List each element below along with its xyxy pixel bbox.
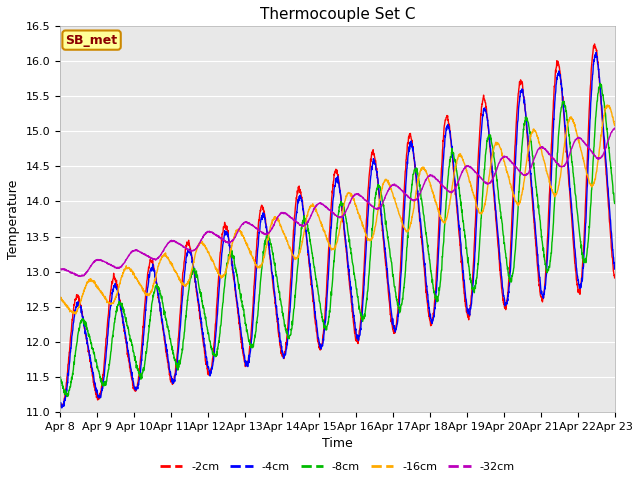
Line: -8cm: -8cm [60, 84, 614, 396]
-2cm [577, 280, 585, 286]
-2cm [562, 137, 570, 143]
Line: -16cm: -16cm [60, 105, 614, 314]
-4cm [365, 185, 373, 191]
-32cm [577, 136, 585, 142]
-2cm [365, 169, 373, 175]
-4cm [56, 401, 64, 407]
-4cm [611, 266, 618, 272]
-4cm [562, 130, 570, 136]
-8cm [365, 265, 373, 271]
-2cm [56, 401, 64, 407]
-32cm [56, 266, 64, 272]
-8cm [64, 394, 72, 399]
-32cm [365, 201, 373, 207]
-4cm [499, 285, 506, 290]
Text: SB_met: SB_met [65, 34, 118, 47]
Legend: -2cm, -4cm, -8cm, -16cm, -32cm: -2cm, -4cm, -8cm, -16cm, -32cm [156, 457, 519, 476]
-8cm [562, 108, 570, 113]
-2cm [211, 329, 219, 335]
-8cm [499, 227, 506, 232]
-2cm [611, 275, 618, 281]
-16cm [604, 102, 611, 108]
Title: Thermocouple Set C: Thermocouple Set C [260, 7, 415, 22]
-4cm [354, 333, 362, 339]
-16cm [499, 154, 506, 159]
-16cm [365, 237, 373, 242]
-2cm [354, 336, 362, 342]
-32cm [354, 192, 362, 197]
-2cm [58, 404, 65, 410]
-8cm [577, 245, 585, 251]
-32cm [499, 155, 506, 161]
-32cm [211, 232, 219, 238]
-32cm [562, 161, 570, 167]
-32cm [76, 274, 84, 279]
-16cm [354, 206, 362, 212]
-8cm [354, 294, 362, 300]
-4cm [58, 405, 66, 411]
-2cm [499, 293, 506, 299]
-4cm [592, 49, 600, 55]
-8cm [56, 374, 64, 380]
Line: -4cm: -4cm [60, 52, 614, 408]
-16cm [72, 311, 79, 317]
-16cm [562, 132, 570, 137]
Line: -2cm: -2cm [60, 44, 614, 407]
-8cm [596, 81, 604, 86]
Y-axis label: Temperature: Temperature [7, 180, 20, 259]
-16cm [611, 123, 618, 129]
-4cm [577, 282, 585, 288]
-2cm [591, 41, 598, 47]
-8cm [611, 201, 618, 206]
-4cm [211, 344, 219, 349]
-16cm [211, 264, 219, 269]
X-axis label: Time: Time [322, 437, 353, 450]
-8cm [211, 351, 219, 357]
Line: -32cm: -32cm [60, 128, 614, 276]
-16cm [577, 148, 585, 154]
-32cm [611, 125, 618, 131]
-16cm [56, 294, 64, 300]
